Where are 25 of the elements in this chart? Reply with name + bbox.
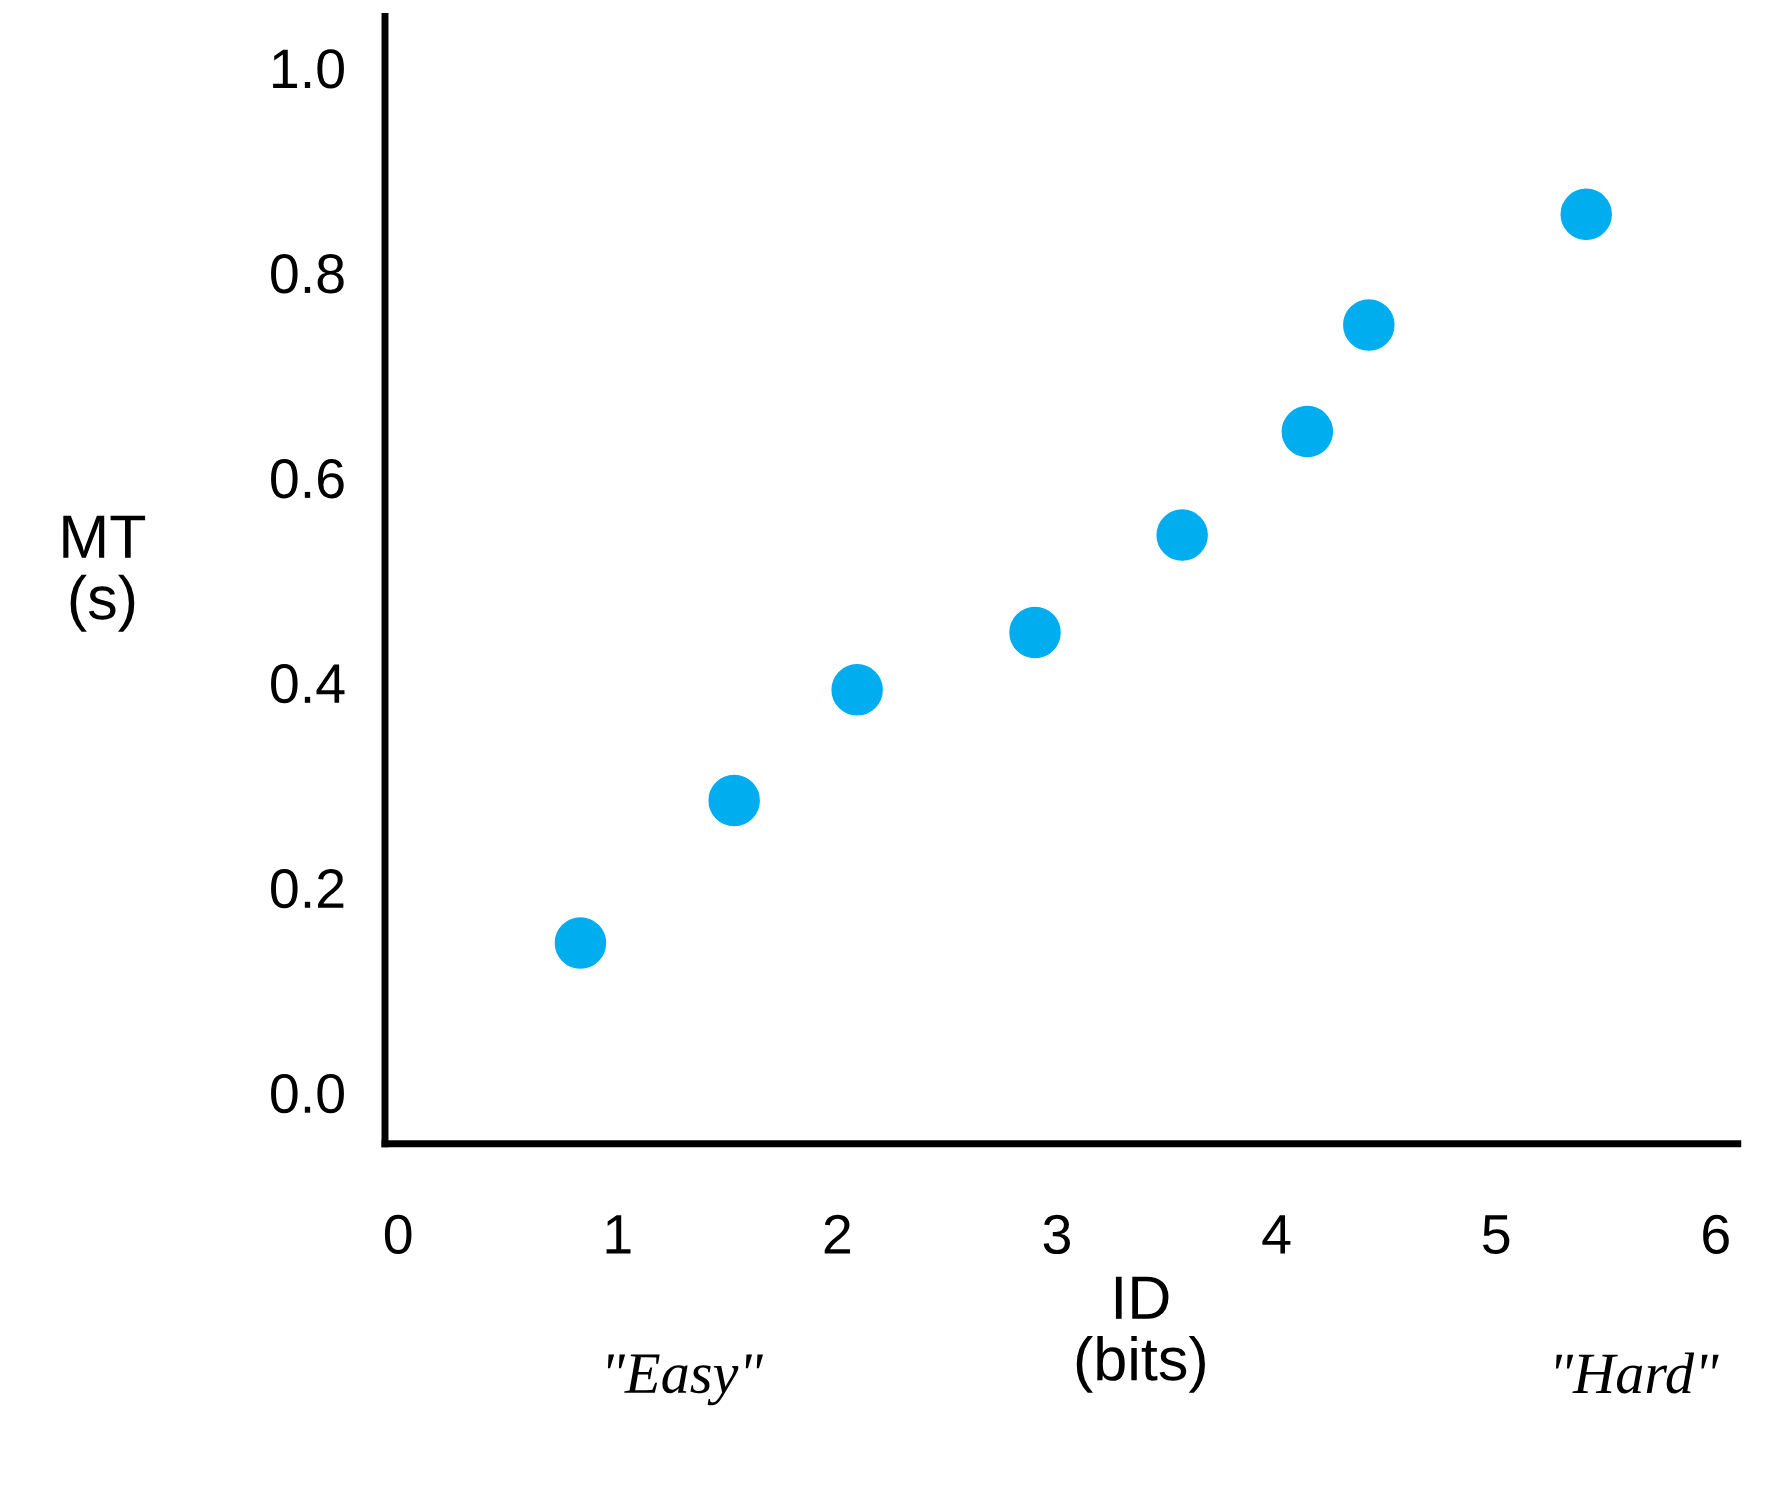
point — [708, 774, 760, 827]
point — [1560, 188, 1612, 241]
point — [554, 917, 607, 969]
y-tick-label: 0.0 — [271, 1073, 344, 1114]
x-tick-label: 6 — [1703, 1214, 1729, 1255]
x-tick-label: 5 — [1482, 1215, 1510, 1255]
point — [831, 664, 883, 716]
text: "Easy" — [607, 1354, 764, 1406]
y-axis-title: MT (s) — [63, 515, 146, 632]
x-tick-label: 2 — [824, 1214, 851, 1254]
x-tick-label: 4 — [1262, 1215, 1291, 1254]
x-tick-label: 3 — [1043, 1214, 1070, 1255]
x-tick-label: 0 — [384, 1214, 412, 1255]
y-tick-label: 0.2 — [271, 868, 344, 909]
x-tick-label: 1 — [606, 1215, 631, 1254]
y-tick-label: 0.4 — [271, 664, 345, 704]
point — [1343, 299, 1395, 351]
text: "Hard" — [1556, 1352, 1719, 1394]
y-tick-label: 1.0 — [273, 49, 344, 89]
point — [1156, 509, 1208, 561]
point — [1009, 606, 1061, 659]
x-axis-title: ID (bits) — [1076, 1276, 1205, 1393]
point — [1281, 405, 1334, 458]
y-tick-label: 0.8 — [271, 254, 344, 294]
y-tick-label: 0.6 — [271, 459, 344, 499]
